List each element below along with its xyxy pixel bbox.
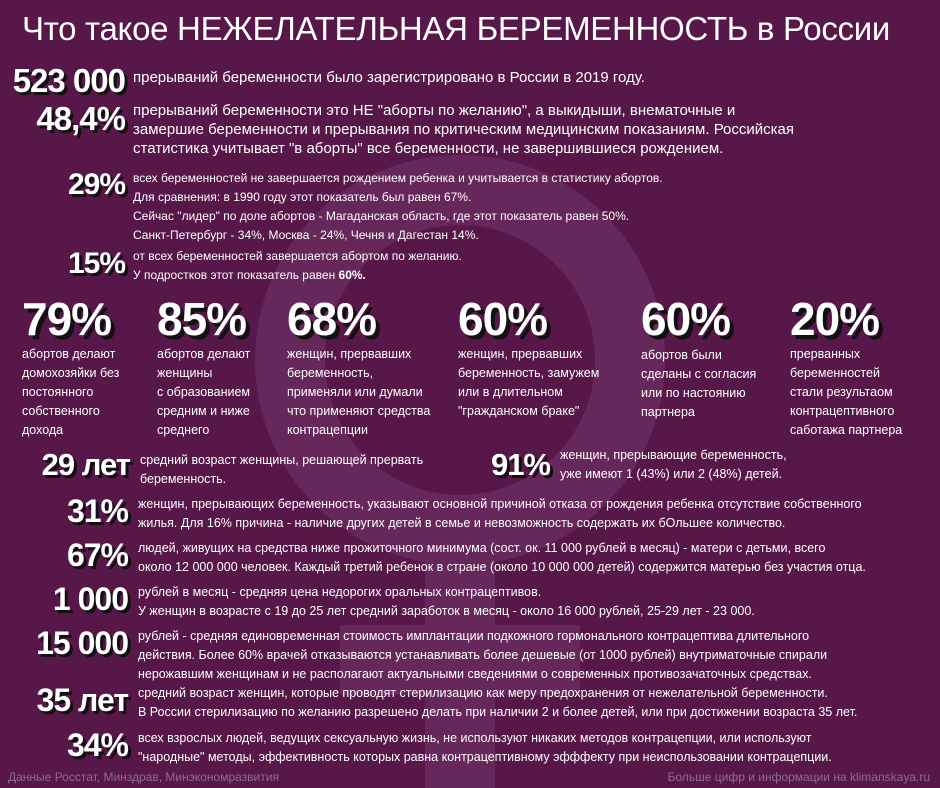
text-line: саботажа партнера: [790, 423, 903, 437]
stat-text: женщин, прервавших беременность, замужем и…: [458, 345, 599, 421]
text-line: рублей в месяц - средняя цена недорогих …: [138, 585, 542, 599]
stat-text: рублей в месяц - средняя цена недорогих …: [138, 583, 755, 621]
stat-text: всех беременностей не завершается рожден…: [133, 169, 663, 245]
stat-number: 91%: [490, 447, 551, 482]
text-line: "народные" методы, эффективность которых…: [138, 750, 832, 764]
text-line: всех беременностей не завершается рожден…: [133, 171, 663, 185]
text-line: среднего: [157, 423, 210, 437]
text-line: применяли или думали: [287, 385, 423, 399]
footer-link: Больше цифр и информации на klimanskaya.…: [667, 770, 930, 784]
stat-number: 29 лет: [41, 447, 131, 482]
stat-text: женщин, прервавших беременность, применяли…: [287, 345, 430, 440]
stat-number: 29%: [67, 168, 126, 201]
text-line: абортов делают: [157, 347, 251, 361]
text-line: людей, живущих на средства ниже прожиточ…: [138, 541, 826, 555]
text-line: Санкт-Петербург - 34%, Москва - 24%, Чеч…: [133, 228, 479, 242]
text-line: средний возраст женщины, решающей прерва…: [140, 453, 424, 467]
text-line: собственного: [22, 404, 100, 418]
text-line: или по настоянию: [641, 386, 746, 400]
text-line: женщины: [157, 366, 213, 380]
text-line: прерываний беременности это НЕ "аборты п…: [133, 102, 736, 119]
text-line: статистика учитывает "в аборты" все бере…: [133, 140, 724, 157]
text-line: прерываний беременности было зарегистрир…: [133, 69, 645, 86]
text-line: прерванных: [790, 347, 861, 361]
stat-number: 67%: [66, 537, 129, 573]
text-line: беременность, замужем: [458, 366, 600, 380]
text-line: женщин, прерывающие беременность,: [560, 448, 787, 462]
text-line: жилья. Для 16% причина - наличие других …: [138, 516, 786, 530]
stat-number: 60%: [641, 293, 731, 345]
text-line: женщин, прервавших: [458, 347, 583, 361]
footer-source: Данные Росстат, Минздрав, Минэкономразви…: [8, 770, 279, 784]
text-line: "гражданском браке": [458, 404, 580, 418]
text-line: уже имеют 1 (43%) или 2 (48%) детей.: [560, 467, 783, 481]
stat-number: 60%: [458, 293, 548, 345]
stat-number: 48,4%: [36, 100, 126, 137]
text-line: контрацептивного: [790, 404, 895, 418]
stat-number: 85%: [157, 293, 247, 345]
text-line: абортов делают: [22, 347, 116, 361]
stat-text: всех взрослых людей, ведущих сексуальную…: [138, 729, 832, 767]
text-line: стали результаом: [790, 385, 893, 399]
stat-text: средний возраст женщин, которые проводят…: [138, 684, 857, 722]
stat-number: 1 000: [52, 581, 129, 617]
text-line: У женщин в возрасте с 19 до 25 лет средн…: [138, 604, 755, 618]
text-line: беременность.: [140, 472, 227, 486]
stat-text: прерванных беременностей стали результаом к…: [790, 345, 902, 440]
stat-text: абортов были сделаны с согласия или по нас…: [641, 346, 756, 422]
stat-number: 15 000: [36, 625, 129, 661]
stat-text: женщин, прерывающие беременность, уже име…: [560, 446, 787, 484]
text-line: всех взрослых людей, ведущих сексуальную…: [138, 731, 812, 745]
background-symbol: [255, 155, 665, 788]
text-line: около 12 000 000 человек. Каждый третий …: [138, 560, 866, 574]
stat-text: абортов делают домохозяйки без постоянного…: [22, 345, 119, 440]
text-line: дохода: [22, 423, 64, 437]
stat-number: 79%: [22, 293, 112, 345]
stat-text: абортов делают женщины с образованием средн…: [157, 345, 250, 440]
stat-number: 34%: [66, 727, 129, 763]
text-line: замершие беременности и прерывания по кр…: [133, 121, 795, 138]
text-line: У подростков этот показатель равен 60%.: [133, 266, 462, 285]
text-line: Сейчас "лидер" по доле абортов - Магадан…: [133, 209, 630, 223]
stat-text: людей, живущих на средства ниже прожиточ…: [138, 539, 866, 577]
text-line: беременностей: [790, 366, 880, 380]
text-line: с образованием: [157, 385, 251, 399]
text-line: сделаны с согласия: [641, 367, 757, 381]
text-line: действия. Более 60% врачей отказываются …: [138, 648, 828, 662]
text-line: партнера: [641, 405, 695, 419]
stat-text: рублей - средняя единовременная стоимост…: [138, 627, 827, 684]
stat-number: 31%: [66, 493, 129, 529]
text-line: Для сравнения: в 1990 году этот показате…: [133, 190, 472, 204]
stat-number: 68%: [287, 293, 377, 345]
note-bold: 60%.: [338, 268, 366, 282]
text-line: женщин, прерывающих беременность, указыв…: [138, 497, 862, 511]
text-line: домохозяйки без: [22, 366, 120, 380]
note: У подростков этот показатель равен: [133, 268, 339, 282]
text-line: от всех беременностей завершается аборто…: [133, 249, 462, 263]
stat-number: 35 лет: [36, 682, 129, 718]
stat-text: прерываний беременности это НЕ "аборты п…: [133, 101, 794, 158]
text-line: женщин, прервавших: [287, 347, 412, 361]
text-line: В России стерилизацию по желанию разреше…: [138, 705, 858, 719]
stat-number: 15%: [67, 247, 126, 280]
stat-text: от всех беременностей завершается аборто…: [133, 247, 462, 285]
text-line: абортов были: [641, 348, 722, 362]
text-line: или в длительном: [458, 385, 563, 399]
text-line: контрацепции: [287, 423, 368, 437]
text-line: средним и ниже: [157, 404, 250, 418]
text-line: беременность,: [287, 366, 374, 380]
title: Что такое НЕЖЕЛАТЕЛЬНАЯ БЕРЕМЕННОСТЬ в Р…: [22, 10, 890, 47]
text-line: постоянного: [22, 385, 94, 399]
stat-text: средний возраст женщины, решающей прерва…: [140, 451, 423, 489]
stat-number: 523 000: [12, 62, 126, 99]
text-line: что применяют средства: [287, 404, 431, 418]
text-line: нерожавшим женщинам и не располагают акт…: [138, 667, 812, 681]
stat-text: прерываний беременности было зарегистрир…: [133, 68, 645, 88]
stat-text: женщин, прерывающих беременность, указыв…: [138, 495, 862, 533]
text-line: средний возраст женщин, которые проводят…: [138, 686, 828, 700]
text-line: рублей - средняя единовременная стоимост…: [138, 629, 810, 643]
stat-number: 20%: [790, 293, 880, 345]
